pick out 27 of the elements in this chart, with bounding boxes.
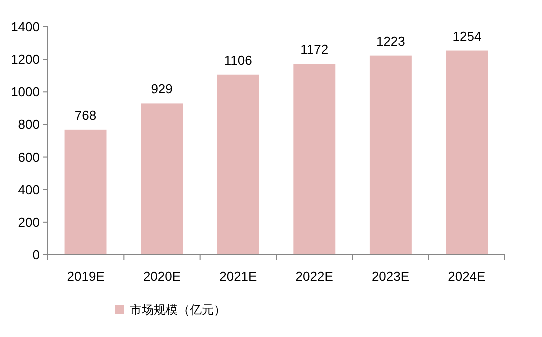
y-tick-label: 0 <box>32 248 40 262</box>
data-label: 768 <box>74 108 97 123</box>
y-tick-label: 200 <box>18 214 40 230</box>
x-tick-label: 2022E <box>296 269 334 284</box>
x-tick-label: 2020E <box>143 269 182 284</box>
bar <box>217 74 260 255</box>
data-label: 1106 <box>224 52 252 68</box>
y-tick-label: 800 <box>18 117 40 132</box>
bar <box>141 104 184 255</box>
x-tick-label: 2024E <box>448 269 486 284</box>
x-tick-label: 2019E <box>67 269 106 284</box>
bar <box>370 56 412 255</box>
legend-label: 市场规模（亿元） <box>130 303 226 317</box>
bar <box>446 50 488 255</box>
y-tick-label: 1400 <box>11 20 40 34</box>
data-label: 1223 <box>376 34 406 49</box>
y-tick-label: 1200 <box>11 52 40 68</box>
x-tick-label: 2021E <box>220 269 258 284</box>
bar <box>294 64 336 255</box>
y-tick-label: 1000 <box>11 84 40 100</box>
bar <box>64 130 107 255</box>
data-label: 1172 <box>300 42 329 58</box>
data-label: 1254 <box>452 28 482 44</box>
data-label: 929 <box>151 82 173 97</box>
y-tick-label: 400 <box>18 182 40 198</box>
x-tick-label: 2023E <box>372 269 410 284</box>
y-tick-label: 600 <box>18 150 40 165</box>
